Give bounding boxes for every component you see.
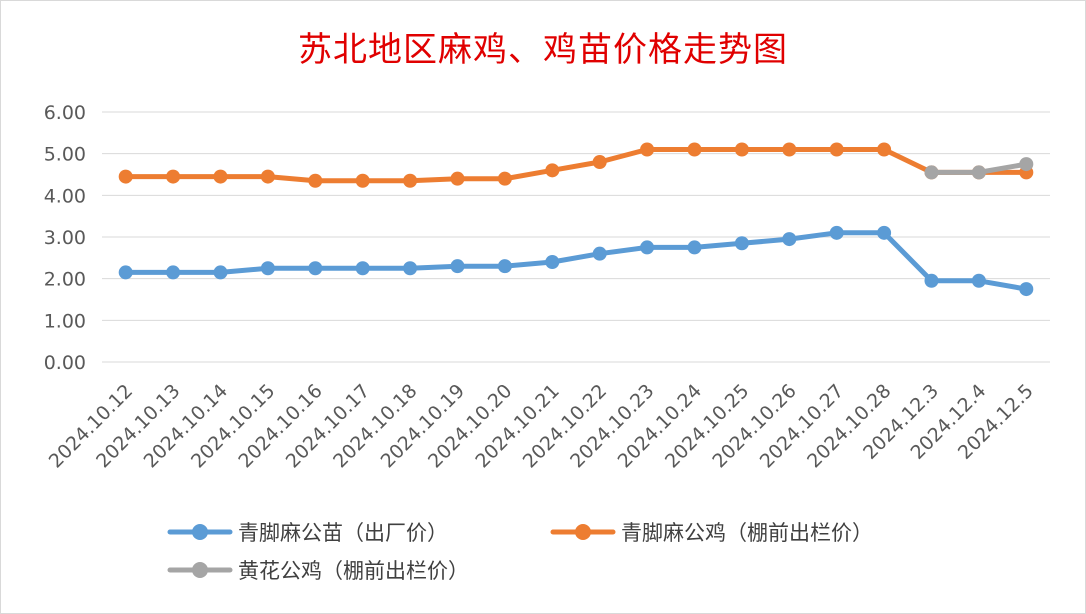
- data-point: [782, 232, 797, 247]
- y-tick-label: 5.00: [44, 144, 86, 166]
- y-tick-label: 0.00: [44, 352, 86, 374]
- data-point: [924, 273, 939, 288]
- data-point: [545, 163, 560, 178]
- data-point: [971, 165, 986, 180]
- data-point: [260, 261, 275, 276]
- data-point: [545, 255, 560, 269]
- data-point: [971, 273, 986, 288]
- y-tick-label: 3.00: [44, 227, 86, 249]
- data-point: [829, 142, 844, 157]
- legend-label: 青脚麻公苗（出厂价）: [238, 521, 448, 545]
- data-point: [450, 259, 465, 274]
- data-point: [829, 225, 844, 240]
- data-point: [734, 236, 749, 251]
- data-point: [213, 265, 228, 280]
- data-point: [403, 173, 418, 188]
- data-point: [924, 165, 939, 180]
- data-point: [877, 142, 892, 157]
- data-point: [166, 169, 181, 184]
- data-point: [687, 240, 702, 255]
- data-point: [1019, 282, 1034, 297]
- data-point: [355, 261, 370, 276]
- y-tick-label: 1.00: [44, 310, 86, 332]
- data-point: [355, 173, 370, 188]
- data-point: [308, 261, 323, 276]
- chart-title: 苏北地区麻鸡、鸡苗价格走势图: [298, 30, 788, 70]
- data-point: [1019, 157, 1034, 172]
- data-point: [592, 155, 607, 169]
- data-point: [877, 225, 892, 240]
- legend-label: 青脚麻公鸡（棚前出栏价）: [621, 521, 873, 545]
- data-point: [403, 261, 418, 276]
- legend-marker: [192, 524, 208, 540]
- y-tick-label: 6.00: [44, 102, 86, 124]
- data-point: [118, 169, 133, 184]
- y-tick-label: 4.00: [44, 185, 86, 207]
- y-tick-label: 2.00: [44, 269, 86, 291]
- data-point: [782, 142, 797, 157]
- legend-marker: [575, 524, 591, 540]
- data-point: [450, 171, 465, 186]
- legend-label: 黄花公鸡（棚前出栏价）: [238, 559, 469, 583]
- data-point: [213, 169, 228, 184]
- legend-marker: [192, 562, 208, 578]
- data-point: [497, 171, 512, 186]
- data-point: [734, 142, 749, 157]
- data-point: [640, 240, 655, 255]
- data-point: [118, 265, 133, 280]
- data-point: [497, 259, 512, 274]
- data-point: [308, 173, 323, 188]
- data-point: [592, 246, 607, 261]
- data-point: [166, 265, 181, 280]
- data-point: [640, 142, 655, 157]
- series-line: [123, 147, 1029, 184]
- data-point: [687, 142, 702, 157]
- data-point: [260, 169, 275, 184]
- series-line: [123, 230, 1029, 292]
